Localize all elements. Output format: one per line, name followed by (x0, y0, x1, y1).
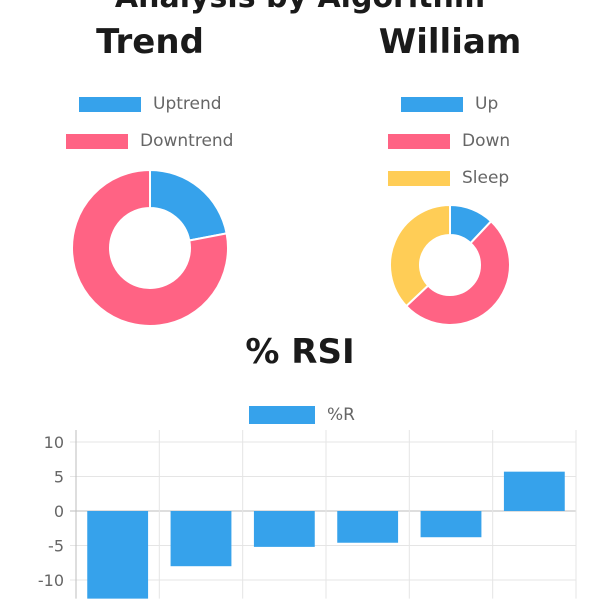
legend-swatch (249, 406, 315, 424)
legend-label: Sleep (462, 168, 510, 188)
rsi-bar[interactable] (503, 471, 565, 511)
rsi-bar[interactable] (87, 511, 149, 599)
trend-donut-chart (71, 168, 229, 327)
y-tick-label: 0 (54, 502, 64, 521)
legend-swatch (388, 133, 450, 149)
rsi-bar[interactable] (337, 511, 399, 543)
legend-label: Down (462, 131, 511, 151)
trend-slice-uptrend[interactable] (149, 168, 228, 242)
legend-item-down[interactable]: Down (388, 131, 510, 151)
legend-item-sleep[interactable]: Sleep (388, 168, 509, 188)
legend-label: Uptrend (153, 94, 222, 114)
y-tick-label: 10 (44, 433, 64, 452)
rsi-bar[interactable] (170, 511, 232, 567)
william-chart-title: William (378, 22, 522, 62)
legend-item-uptrend[interactable]: Uptrend (79, 94, 222, 114)
rsi-bar-chart: 10 5 0 -5 -10 (38, 430, 577, 599)
y-tick-label: 5 (54, 468, 64, 487)
page-header-partial: Analysis by Algorithm (0, 0, 600, 15)
trend-slice-downtrend[interactable] (71, 168, 229, 327)
rsi-bar[interactable] (253, 511, 315, 547)
y-tick-label: -10 (38, 571, 64, 590)
william-slice-sleep[interactable] (389, 203, 451, 308)
legend-swatch (388, 170, 450, 186)
legend-label: Up (475, 94, 499, 114)
trend-chart-title: Trend (96, 22, 204, 62)
y-tick-label: -5 (48, 537, 64, 556)
legend-swatch (66, 133, 128, 149)
legend-swatch (79, 96, 141, 112)
legend-swatch (401, 96, 463, 112)
william-donut-chart (389, 203, 511, 326)
legend-item-r[interactable]: %R (249, 405, 355, 425)
legend-item-up[interactable]: Up (401, 94, 498, 114)
legend-item-downtrend[interactable]: Downtrend (66, 131, 233, 151)
legend-label: Downtrend (140, 131, 234, 151)
william-slice-down[interactable] (404, 219, 511, 326)
legend-label: %R (327, 405, 355, 425)
rsi-bar[interactable] (420, 511, 482, 538)
rsi-chart-title: % RSI (245, 332, 355, 372)
